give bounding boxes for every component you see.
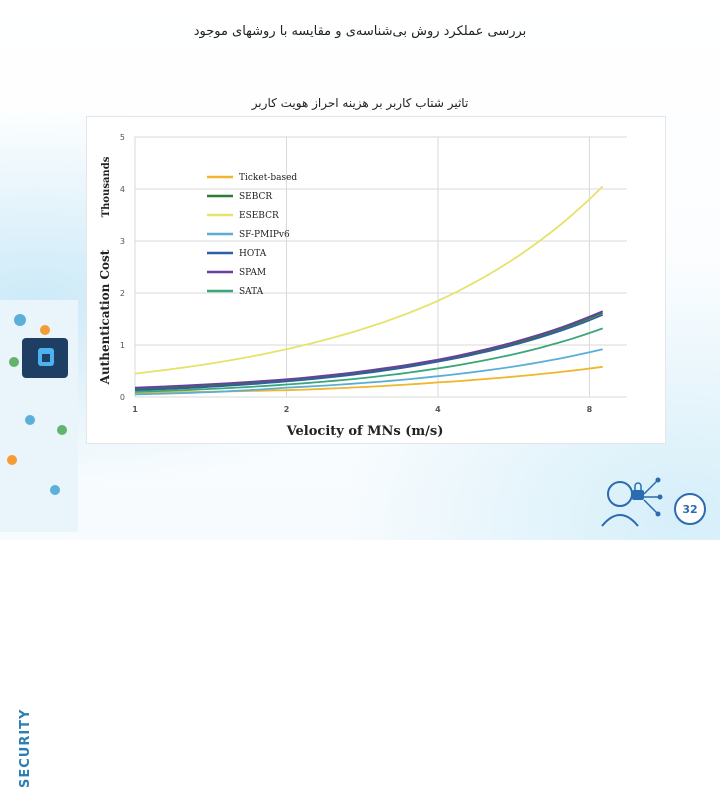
y-tick-label: 0 (120, 393, 125, 402)
page-number-badge: 32 (674, 493, 706, 525)
x-tick-label: 8 (587, 405, 593, 414)
y-tick-label: 2 (120, 289, 125, 298)
y-unit-label: Thousands (101, 156, 112, 217)
y-axis-label: Authentication Cost (98, 249, 112, 385)
legend-label: Ticket-based (239, 173, 297, 183)
circuit-person-decoration (596, 470, 664, 530)
legend-label: SPAM (239, 268, 266, 278)
y-tick-label: 3 (120, 237, 125, 246)
series-line-hota (134, 313, 604, 392)
x-tick-label: 2 (284, 405, 290, 414)
series-line-sebcr (134, 311, 604, 391)
legend-label: HOTA (239, 249, 267, 259)
y-tick-label: 5 (120, 133, 125, 142)
grid (134, 136, 627, 398)
x-axis-label: Velocity of MNs (m/s) (286, 424, 444, 439)
series-lines (134, 185, 604, 396)
series-line-sata (134, 327, 603, 393)
legend-label: ESEBCR (239, 211, 279, 221)
x-tick-label: 1 (132, 405, 138, 414)
legend-label: SEBCR (239, 192, 272, 202)
y-tick-labels: 0 1 2 3 4 5 (120, 133, 125, 402)
y-tick-label: 4 (120, 185, 125, 194)
x-tick-label: 4 (435, 405, 441, 414)
y-tick-label: 1 (120, 341, 125, 350)
slide-title: بررسی عملکرد روش بی‌شناسه‌ی و مقایسه با … (193, 24, 527, 39)
security-side-label: SECURITY (18, 708, 33, 788)
series-line-sf-pmipv6 (134, 348, 603, 396)
security-icons (0, 300, 78, 532)
x-tick-labels: 1 2 4 8 (132, 405, 592, 414)
page-number: 32 (682, 502, 698, 516)
legend-label: SF-PMIPv6 (239, 230, 290, 240)
circuit-icon (601, 477, 663, 527)
chart-title: تاثیر شتاب کاربر بر هزینه احراز هویت کار… (251, 96, 469, 110)
legend-label: SATA (239, 287, 264, 297)
series-line-spam (134, 310, 604, 389)
series-line-esebcr (134, 185, 604, 375)
legend: Ticket-based SEBCR ESEBCR SF-PMIPv6 HOTA SPAM… (207, 173, 297, 297)
security-decoration: SECURITY (0, 300, 78, 788)
